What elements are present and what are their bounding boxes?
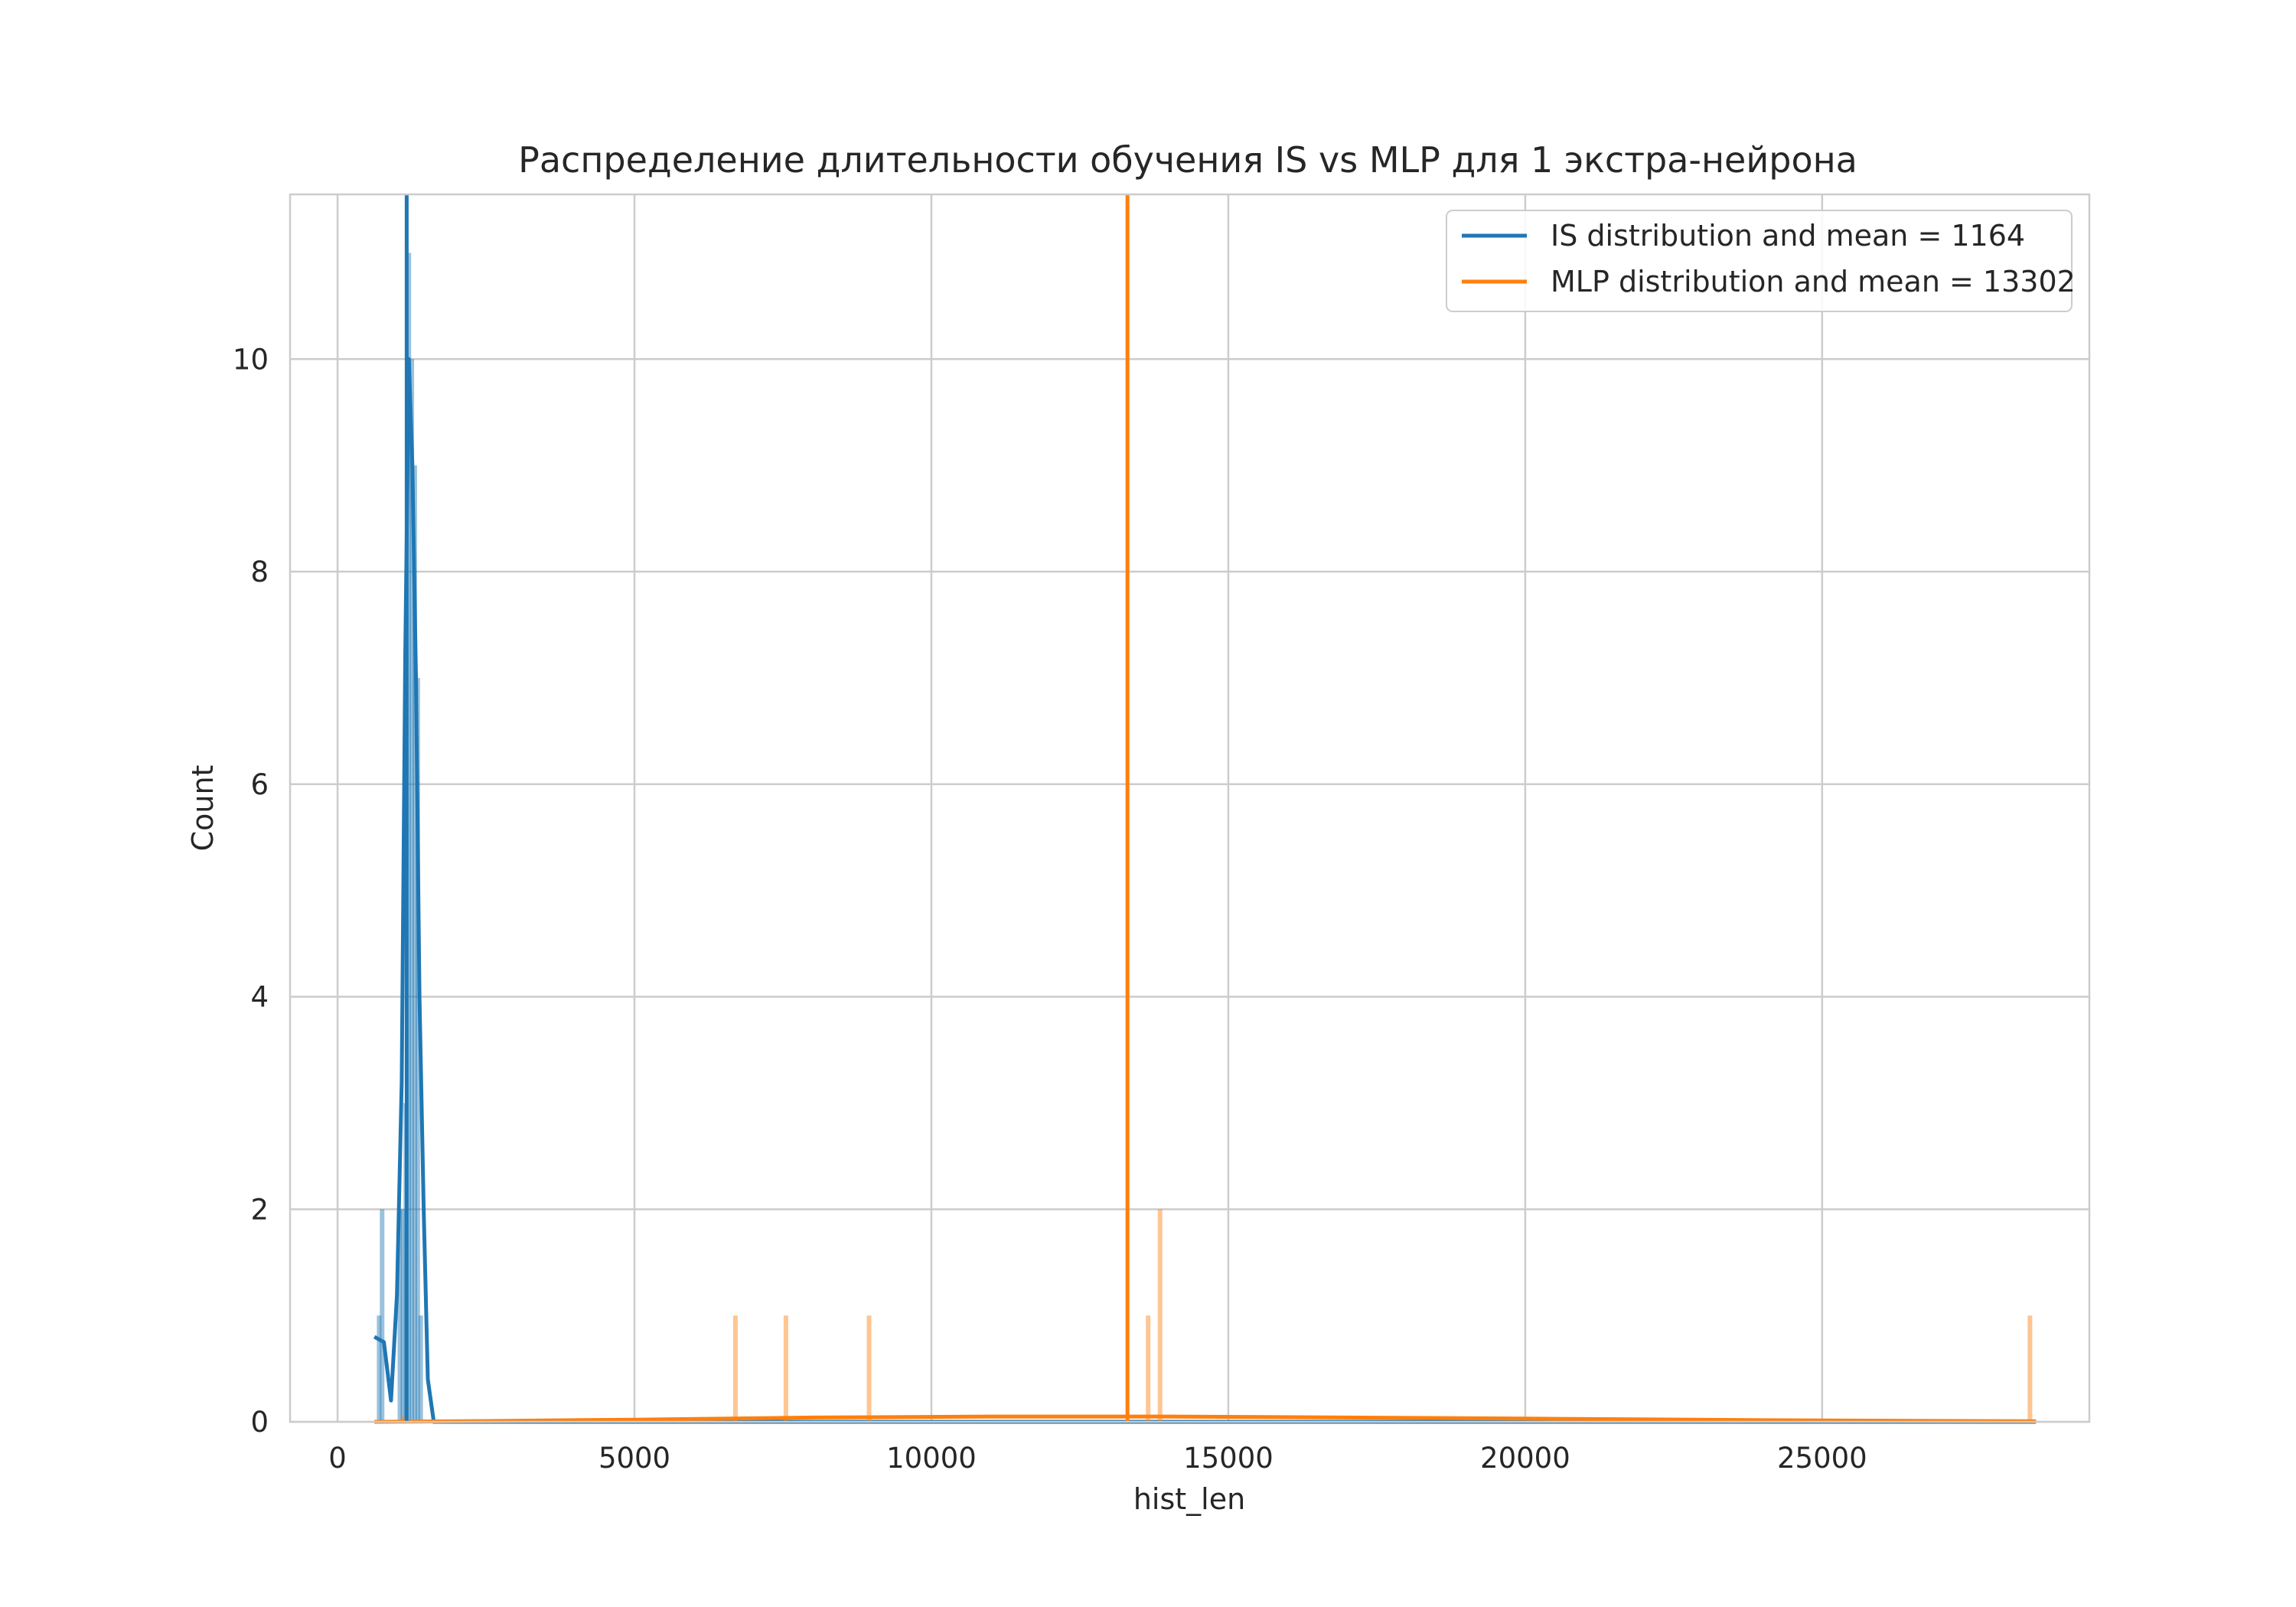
histogram-bar-mlp xyxy=(2027,1315,2033,1422)
y-tick-label: 8 xyxy=(250,556,269,588)
histogram-bar-is xyxy=(406,253,412,1422)
histogram-bar-is xyxy=(412,465,417,1422)
x-tick-label: 15000 xyxy=(1183,1442,1274,1475)
x-axis-ticks: 0 5000 10000 15000 20000 25000 xyxy=(328,1442,1867,1475)
y-tick-label: 4 xyxy=(250,981,269,1014)
y-axis-ticks: 0 2 4 6 8 10 xyxy=(233,343,269,1439)
x-tick-label: 0 xyxy=(328,1442,347,1475)
y-axis-label: Count xyxy=(186,765,220,852)
histogram-bar-is xyxy=(377,1315,382,1422)
histogram-bar-is xyxy=(409,359,415,1423)
legend-entry-mlp: MLP distribution and mean = 13302 xyxy=(1551,265,2076,298)
x-tick-label: 25000 xyxy=(1777,1442,1867,1475)
kde-line-mlp xyxy=(374,1414,2037,1424)
plot-frame xyxy=(289,193,2091,1423)
histogram-bar-mlp xyxy=(866,1315,872,1422)
histogram-bar-is xyxy=(400,1209,406,1422)
histogram-bar-mlp xyxy=(400,1416,406,1422)
x-tick-label: 10000 xyxy=(886,1442,977,1475)
histogram-bar-is xyxy=(397,1209,403,1422)
histogram-bar-mlp xyxy=(732,1315,738,1422)
histogram-bar-is xyxy=(415,677,420,1422)
chart-title: Распределение длительности обучения IS v… xyxy=(518,139,1857,181)
histogram-bar-mlp xyxy=(1157,1209,1163,1422)
histogram-bar-mlp xyxy=(783,1315,788,1422)
plot-marks xyxy=(373,194,2037,1424)
legend: IS distribution and mean = 1164 MLP dist… xyxy=(1446,210,2076,312)
histogram-bar-is xyxy=(380,1209,385,1422)
legend-entry-is: IS distribution and mean = 1164 xyxy=(1551,219,2025,253)
y-tick-label: 10 xyxy=(233,343,269,376)
x-tick-label: 20000 xyxy=(1480,1442,1570,1475)
histogram-bar-mlp xyxy=(1146,1315,1151,1422)
legend-box xyxy=(1446,210,2073,312)
histogram-bar-is xyxy=(418,1315,423,1422)
y-tick-label: 0 xyxy=(250,1406,269,1439)
kde-line-is xyxy=(373,357,2037,1424)
grid xyxy=(290,194,2089,1423)
x-axis-label: hist_len xyxy=(1133,1482,1245,1516)
x-tick-label: 5000 xyxy=(598,1442,670,1475)
y-tick-label: 2 xyxy=(250,1193,269,1226)
y-tick-label: 6 xyxy=(250,768,269,801)
series-mlp xyxy=(374,1209,2037,1424)
